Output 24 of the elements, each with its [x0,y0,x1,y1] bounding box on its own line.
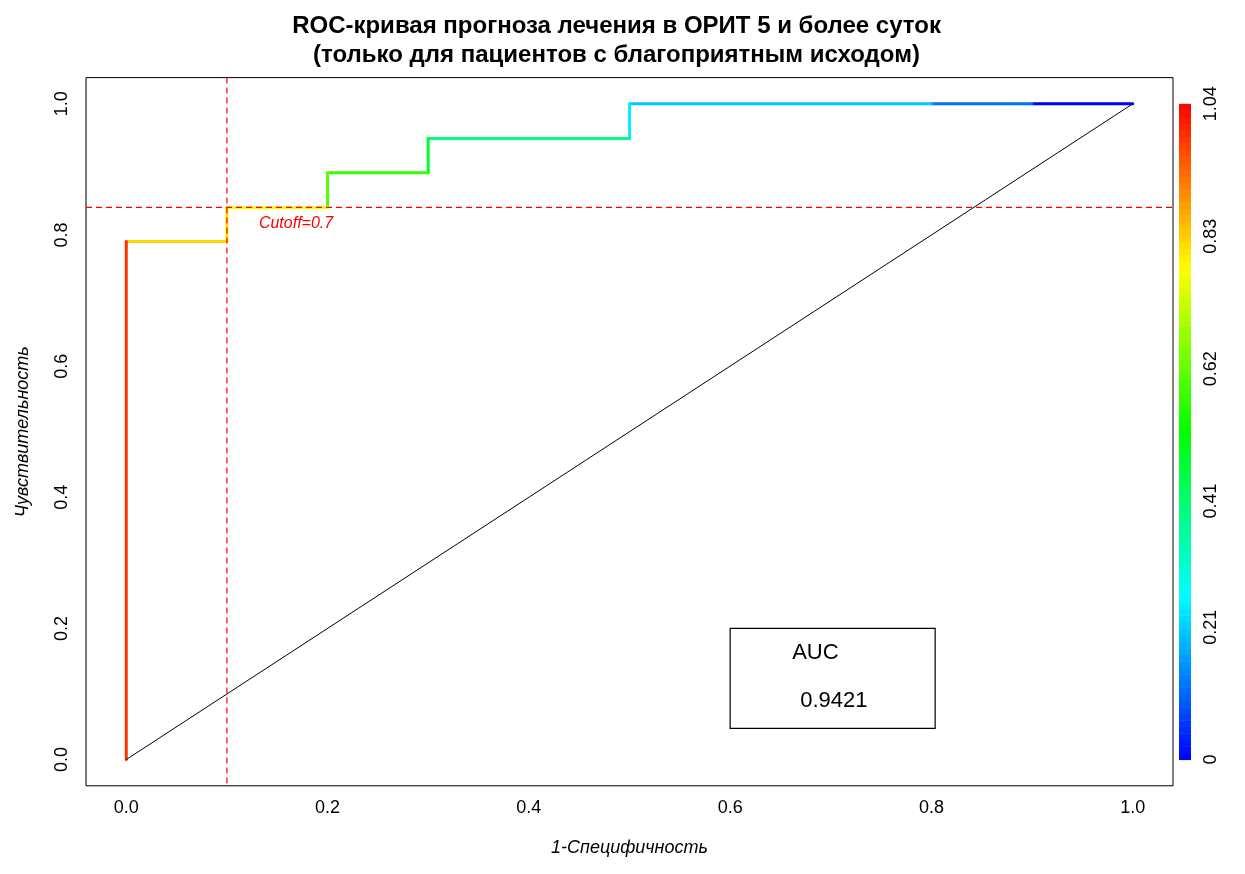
color-bar-label: 1.04 [1199,86,1220,122]
x-tick-label: 0.2 [315,796,341,817]
y-tick-label: 0.4 [50,484,71,510]
x-tick-label: 0.8 [918,796,944,817]
annotation: AUC [792,639,839,665]
y-tick-label: 1.0 [50,91,71,117]
x-tick-label: 1.0 [1120,796,1146,817]
y-tick-label: 0.2 [50,615,71,641]
color-bar-label: 0.83 [1199,218,1220,254]
y-tick-label: 0.6 [50,353,71,379]
x-tick-label: 0.6 [717,796,743,817]
color-bar-label: 0 [1199,754,1220,765]
x-tick-label: 0.4 [516,796,542,817]
color-bar-label: 0.62 [1199,351,1220,387]
x-tick-label: 0.0 [113,796,139,817]
annotation: 0.9421 [800,687,868,713]
y-tick-label: 0.8 [50,222,71,248]
chart-title: ROC-кривая прогноза лечения в ОРИТ 5 и более суток (только для пациентов с благоприятным исходом) [292,11,942,67]
annotation: Cutoff=0.7 [258,213,335,231]
y-axis-title: Чувствительность [11,346,32,518]
x-axis-title: 1-Специфичность [551,837,708,858]
color-bar-label: 0.21 [1199,609,1220,645]
color-bar-label: 0.41 [1199,483,1220,519]
y-tick-label: 0.0 [50,747,71,773]
